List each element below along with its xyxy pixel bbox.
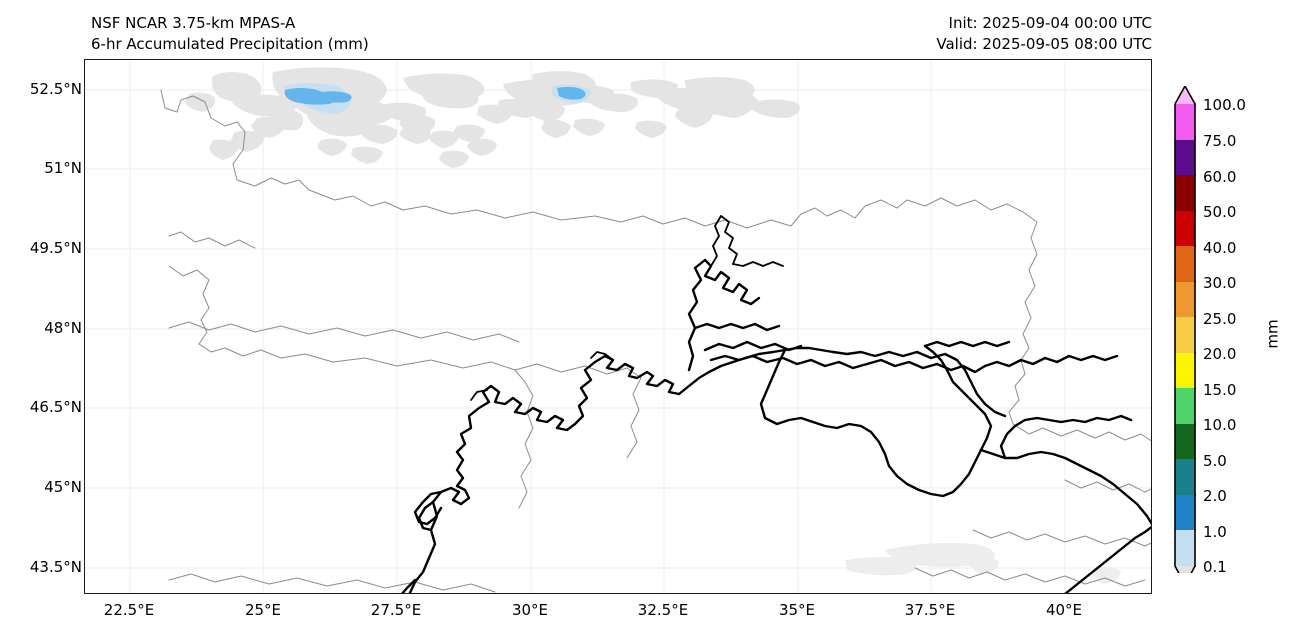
colorbar-tick-label: 5.0 <box>1203 452 1227 470</box>
colorbar-tick-label: 2.0 <box>1203 487 1227 505</box>
colorbar-gradient <box>1174 86 1196 573</box>
colorbar-tick-label: 25.0 <box>1203 310 1237 328</box>
field-name-line: 6-hr Accumulated Precipitation (mm) <box>91 35 369 53</box>
colorbar-tick-label: 0.1 <box>1203 558 1227 576</box>
xtick-label: 30°E <box>511 601 549 619</box>
colorbar-tick-label: 1.0 <box>1203 523 1227 541</box>
colorbar-tick-label: 30.0 <box>1203 274 1237 292</box>
colorbar <box>1174 86 1196 573</box>
map-canvas <box>85 60 1151 593</box>
model-title: NSF NCAR 3.75-km MPAS-A 6-hr Accumulated … <box>91 13 369 55</box>
colorbar-tick-label: 15.0 <box>1203 381 1237 399</box>
valid-time-line: Valid: 2025-09-05 08:00 UTC <box>936 35 1152 53</box>
init-time-line: Init: 2025-09-04 00:00 UTC <box>948 14 1152 32</box>
graticule-gridlines <box>85 60 1151 593</box>
ytick-label: 51°N <box>44 159 82 177</box>
country-borders <box>160 89 1151 593</box>
model-name-line: NSF NCAR 3.75-km MPAS-A <box>91 14 296 32</box>
ytick-label: 46.5°N <box>29 398 82 416</box>
colorbar-tick-label: 20.0 <box>1203 345 1237 363</box>
ytick-label: 48°N <box>44 319 82 337</box>
forecast-times: Init: 2025-09-04 00:00 UTC Valid: 2025-09… <box>936 13 1152 55</box>
colorbar-tick-label: 50.0 <box>1203 203 1237 221</box>
ytick-label: 52.5°N <box>29 80 82 98</box>
colorbar-tick-label: 75.0 <box>1203 132 1237 150</box>
ytick-label: 49.5°N <box>29 239 82 257</box>
xtick-label: 37.5°E <box>904 601 956 619</box>
xtick-label: 25°E <box>244 601 282 619</box>
xtick-label: 22.5°E <box>103 601 155 619</box>
precip-band-0p1-1p0 <box>185 67 800 168</box>
precip-band-caucasus <box>845 542 1121 584</box>
ytick-label: 45°N <box>44 478 82 496</box>
colorbar-tick-label: 40.0 <box>1203 239 1237 257</box>
colorbar-tick-label: 100.0 <box>1203 96 1246 114</box>
colorbar-bands <box>1175 86 1195 573</box>
ytick-label: 43.5°N <box>29 558 82 576</box>
precip-band-2p0-5p0 <box>284 86 586 105</box>
coastline <box>401 258 1151 593</box>
coastline-detail <box>470 215 784 401</box>
colorbar-tick-label: 10.0 <box>1203 416 1237 434</box>
colorbar-tick-label: 60.0 <box>1203 168 1237 186</box>
map-plot-area <box>84 59 1152 594</box>
colorbar-axis-label: mm <box>1263 319 1282 349</box>
xtick-label: 32.5°E <box>637 601 689 619</box>
xtick-label: 27.5°E <box>370 601 422 619</box>
xtick-label: 40°E <box>1045 601 1083 619</box>
xtick-label: 35°E <box>778 601 816 619</box>
